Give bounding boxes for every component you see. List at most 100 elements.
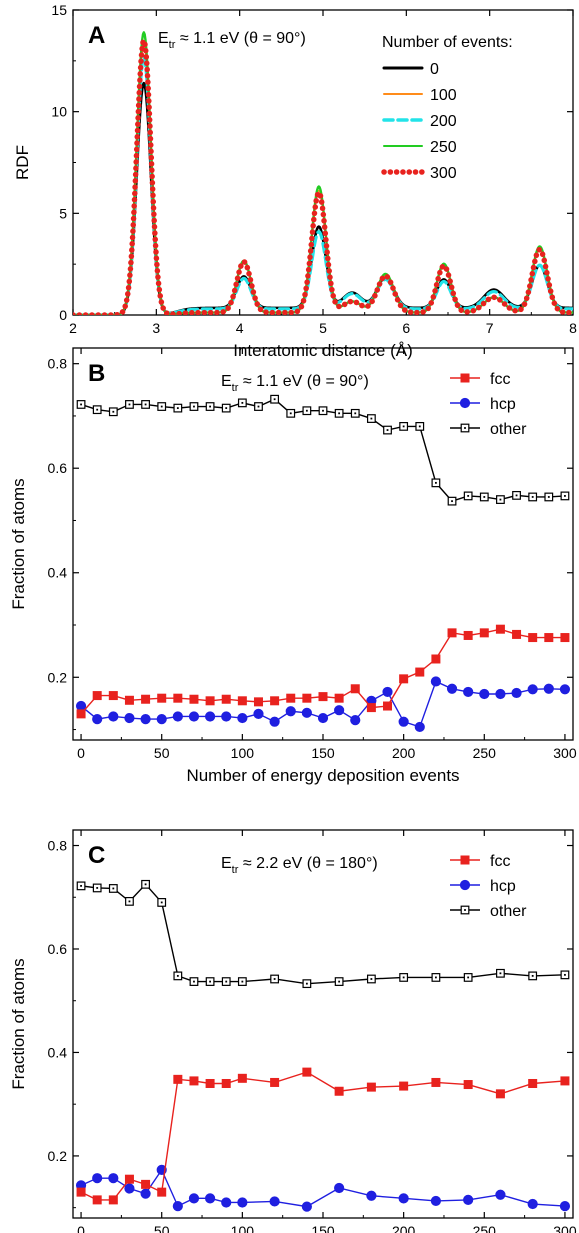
data-point-other [205, 402, 215, 411]
legend-label-hcp: hcp [490, 396, 516, 413]
data-point-fcc [495, 624, 505, 634]
data-point-other [447, 496, 457, 506]
data-point-hcp [495, 688, 506, 700]
data-point-hcp [414, 721, 425, 733]
x-tick-label: 7 [486, 320, 494, 336]
data-point-other [125, 400, 134, 409]
data-point-other [366, 414, 376, 423]
annotation-subscript: tr [232, 382, 239, 394]
data-point-other [92, 883, 102, 893]
data-point-fcc [141, 694, 151, 704]
y-tick-label: 10 [51, 104, 67, 120]
data-point-other [173, 971, 183, 981]
rdf-series [73, 31, 573, 315]
x-tick-label: 250 [473, 1223, 497, 1233]
x-tick-label: 300 [553, 745, 577, 761]
data-point-hcp [317, 712, 329, 724]
data-point-fcc [157, 693, 167, 703]
data-point-hcp [188, 711, 200, 722]
legend-marker-other [460, 905, 470, 915]
data-point-hcp [527, 1198, 538, 1210]
data-point-fcc [76, 1187, 86, 1197]
data-point-hcp [204, 1193, 216, 1204]
rdf-line-300 [73, 37, 573, 315]
y-axis-label: Fraction of atoms [9, 478, 28, 609]
series-hcp [75, 1164, 571, 1212]
data-point-hcp [543, 683, 554, 694]
series-line-other [80, 883, 565, 985]
y-tick-label: 5 [59, 205, 67, 221]
annotation-subscript: tr [169, 39, 176, 51]
data-point-other [254, 402, 263, 411]
legend-label-100: 100 [430, 87, 457, 104]
data-point-fcc [544, 633, 554, 643]
legend-label-300: 300 [430, 165, 457, 182]
data-point-hcp [366, 1190, 377, 1201]
data-point-hcp [269, 716, 280, 727]
data-point-hcp [495, 1189, 506, 1200]
data-point-fcc [108, 691, 118, 701]
energy-annotation: Etr ≈ 1.1 eV (θ = 90°) [158, 30, 306, 51]
data-point-fcc [399, 1081, 409, 1091]
series-other [76, 394, 570, 506]
annotation-subscript: tr [232, 864, 239, 876]
data-point-other [108, 407, 118, 417]
data-point-fcc [399, 674, 409, 684]
data-point-other [157, 898, 167, 907]
panel-b: 0 50 100 150 200 250 300 0.2 0.4 0.6 0.8 Number of … [9, 347, 577, 785]
data-point-fcc [528, 633, 538, 643]
annotation-main: E [221, 373, 232, 390]
y-axis-label: Fraction of atoms [9, 958, 28, 1089]
data-point-fcc [463, 630, 473, 640]
data-point-fcc [560, 1076, 570, 1086]
x-tick-label: 0 [77, 1223, 85, 1233]
data-point-fcc [173, 1074, 183, 1084]
y-tick-label: 0.6 [48, 460, 68, 476]
data-point-fcc [560, 633, 570, 643]
data-point-hcp [108, 711, 119, 722]
data-point-hcp [527, 684, 538, 695]
legend: fcc hcp other [450, 371, 527, 438]
x-axis-label: Number of energy deposition events [186, 766, 459, 785]
data-point-fcc [124, 695, 134, 705]
panel-letter: A [88, 22, 105, 49]
data-point-fcc [334, 1086, 344, 1096]
data-point-fcc [108, 1195, 118, 1205]
data-point-other [141, 400, 150, 409]
data-point-other [463, 491, 473, 501]
energy-annotation: Etr ≈ 1.1 eV (θ = 90°) [221, 373, 369, 394]
data-point-other [512, 490, 521, 500]
annotation-main: E [221, 855, 232, 872]
series-fcc [76, 1067, 570, 1205]
data-point-hcp [301, 707, 312, 718]
data-point-other [334, 977, 344, 986]
data-point-hcp [156, 713, 167, 725]
y-tick-label: 0.2 [48, 669, 68, 685]
data-point-fcc [237, 1073, 247, 1083]
y-tick-label: 0.4 [48, 1044, 68, 1060]
data-point-other [366, 974, 376, 984]
data-point-hcp [92, 713, 103, 725]
data-point-hcp [172, 1201, 183, 1212]
data-point-hcp [559, 684, 571, 695]
data-point-hcp [172, 711, 183, 722]
x-tick-label: 4 [236, 320, 244, 336]
data-point-other [76, 881, 86, 891]
data-point-other [173, 403, 183, 413]
data-point-fcc [431, 1077, 441, 1087]
data-point-fcc [334, 693, 344, 703]
data-point-fcc [253, 697, 263, 707]
data-point-fcc [221, 694, 231, 704]
data-point-fcc [495, 1089, 505, 1099]
data-point-hcp [140, 1188, 151, 1199]
legend-marker-fcc [460, 373, 470, 383]
data-point-other [560, 491, 570, 501]
data-point-other [270, 974, 280, 984]
data-point-other [334, 408, 344, 418]
data-point-other [237, 977, 247, 986]
data-point-hcp [221, 1197, 232, 1208]
x-tick-label: 6 [402, 320, 410, 336]
data-point-other [544, 492, 554, 502]
